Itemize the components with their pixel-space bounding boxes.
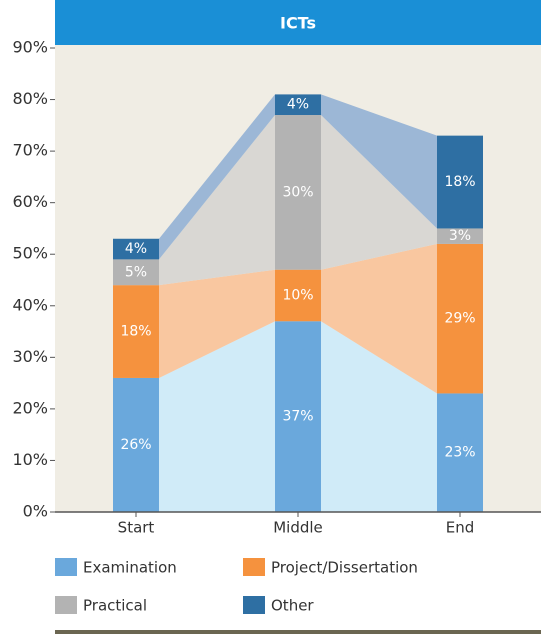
x-tick-label: Start	[118, 519, 155, 537]
y-tick-label: 50%	[12, 244, 48, 263]
value-label: 23%	[444, 445, 475, 461]
band	[321, 115, 437, 270]
y-tick-label: 90%	[12, 38, 48, 57]
y-tick-label: 10%	[12, 450, 48, 469]
value-label: 30%	[282, 184, 313, 200]
legend-label: Examination	[83, 559, 177, 577]
y-tick-label: 20%	[12, 398, 48, 417]
band	[321, 94, 437, 229]
title-bar	[55, 0, 541, 45]
legend-swatch	[55, 558, 77, 576]
value-label: 37%	[282, 409, 313, 425]
value-label: 4%	[125, 241, 147, 257]
bar-segment	[113, 238, 159, 260]
band	[321, 321, 437, 512]
value-label: 26%	[120, 437, 151, 453]
bar-segment	[275, 269, 321, 322]
value-label: 4%	[287, 97, 309, 113]
value-label: 5%	[125, 264, 147, 280]
bar-segment	[437, 228, 483, 244]
legend-swatch	[55, 596, 77, 614]
bar-segment	[113, 285, 159, 378]
value-label: 29%	[444, 311, 475, 327]
y-tick-label: 60%	[12, 192, 48, 211]
y-tick-label: 30%	[12, 347, 48, 366]
bar-segment	[275, 94, 321, 116]
value-label: 18%	[444, 174, 475, 190]
value-label: 18%	[120, 324, 151, 340]
band	[159, 269, 275, 378]
band	[159, 321, 275, 512]
x-tick-label: Middle	[273, 519, 323, 537]
legend-swatch	[243, 596, 265, 614]
bar-segment	[113, 259, 159, 286]
legend-label: Other	[271, 597, 314, 615]
bottom-rule	[55, 630, 541, 634]
y-tick-label: 40%	[12, 295, 48, 314]
bar-segment	[437, 135, 483, 229]
band	[159, 94, 275, 260]
bar-segment	[275, 115, 321, 270]
legend-swatch	[243, 558, 265, 576]
y-tick-label: 80%	[12, 89, 48, 108]
y-tick-label: 70%	[12, 141, 48, 160]
value-label: 3%	[449, 228, 471, 244]
bar-segment	[113, 377, 159, 512]
bar-segment	[275, 321, 321, 512]
value-label: 10%	[282, 287, 313, 303]
legend-label: Practical	[83, 597, 147, 615]
x-tick-label: End	[446, 519, 475, 537]
legend-label: Project/Dissertation	[271, 559, 418, 577]
bar-segment	[437, 243, 483, 394]
band	[159, 115, 275, 286]
chart-title: ICTs	[280, 14, 316, 33]
bar-segment	[437, 393, 483, 512]
band	[321, 243, 437, 394]
y-tick-label: 0%	[23, 502, 48, 521]
